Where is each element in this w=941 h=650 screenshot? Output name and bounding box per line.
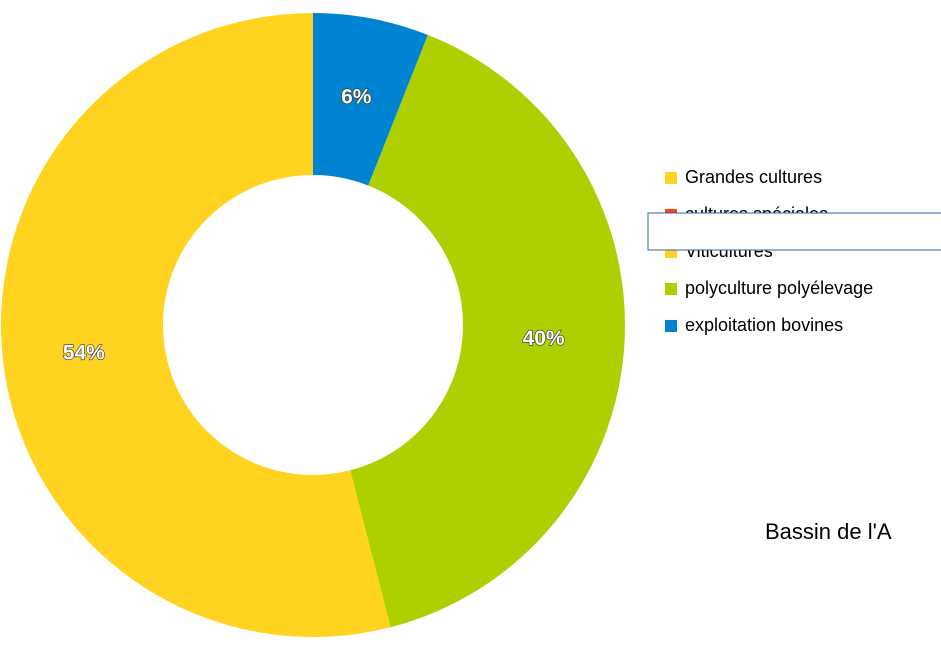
legend-swatch (665, 283, 677, 295)
legend: Grandes culturescultures spécialesViticu… (665, 167, 873, 335)
value-label: 40% (523, 327, 565, 350)
value-label: 6% (341, 86, 372, 109)
legend-label: polyculture polyélevage (685, 278, 873, 298)
slice (1, 13, 391, 637)
legend-swatch (665, 320, 677, 332)
slices: 54% 40% 6% (1, 13, 625, 637)
legend-label: exploitation bovines (685, 315, 843, 335)
legend-swatch (665, 172, 677, 184)
legend-label: Grandes cultures (685, 167, 822, 187)
chart-title: Bassin de l'A (765, 519, 892, 544)
value-label: 54% (63, 341, 105, 364)
slice (350, 34, 625, 628)
overlay-box (647, 212, 941, 251)
slice (313, 13, 428, 186)
